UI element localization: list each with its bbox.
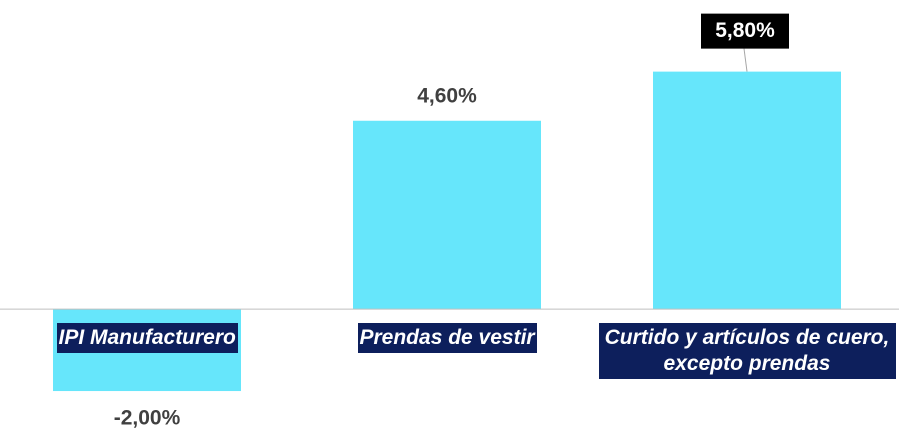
value-label-box: [701, 13, 789, 49]
leader-line: [743, 48, 748, 72]
category-label: Curtido y artículos de cuero, excepto pr…: [598, 323, 896, 380]
category-label: Prendas de vestir: [357, 323, 537, 354]
category-label: IPI Manufacturero: [56, 323, 238, 354]
bar: [653, 71, 841, 310]
value-label: -2,00%: [114, 407, 181, 430]
bar: [353, 120, 541, 310]
value-label: 5,80%: [715, 19, 775, 42]
value-label: 4,60%: [417, 84, 477, 107]
